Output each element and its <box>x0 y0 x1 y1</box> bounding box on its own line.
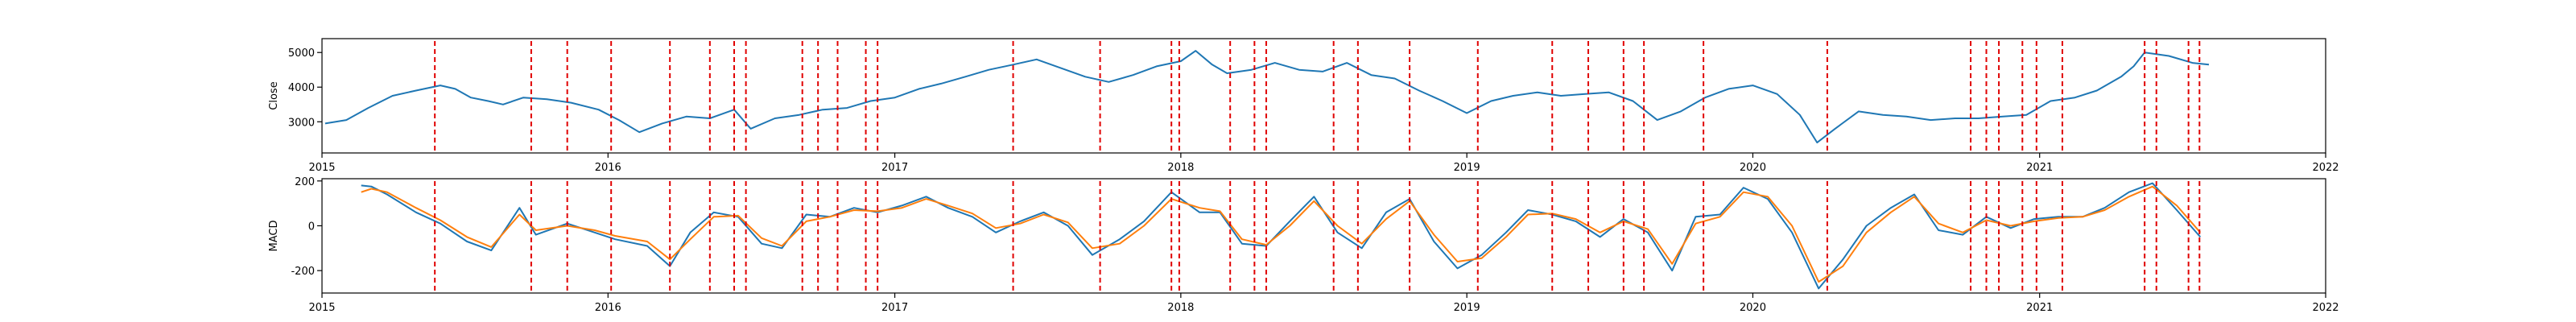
macd-axes-frame <box>321 178 2326 294</box>
macd-x-tick-label: 2021 <box>2026 302 2053 314</box>
macd-y-tick-label: 0 <box>308 221 315 233</box>
macd-x-tick-label: 2022 <box>2312 302 2339 314</box>
close-x-tick-label: 2020 <box>1740 162 1766 174</box>
macd-x-tick-label: 2017 <box>881 302 908 314</box>
close-x-tick-label: 2017 <box>881 162 908 174</box>
close-axes-frame <box>321 38 2326 154</box>
close-x-tick-label: 2019 <box>1454 162 1480 174</box>
macd-y-tick-label: -200 <box>291 266 315 278</box>
close-series-line-0 <box>324 50 2210 144</box>
close-x-tick-label: 2015 <box>308 162 335 174</box>
close-y-tick-label: 3000 <box>288 117 315 129</box>
close-x-tick-label: 2021 <box>2026 162 2053 174</box>
close-x-tick-label: 2022 <box>2312 162 2339 174</box>
close-x-tick-label: 2018 <box>1167 162 1194 174</box>
macd-series-line-1 <box>361 185 2202 283</box>
close-price-chart: 2015 2016 2017 2018 2019 2020 2021 2022 3000 4000… <box>268 38 2339 174</box>
macd-series-line-0 <box>361 182 2202 290</box>
macd-y-axis-label: MACD <box>268 221 280 252</box>
macd-y-tick-label: 200 <box>295 176 315 188</box>
macd-x-tick-label: 2016 <box>595 302 621 314</box>
close-plot-area <box>322 39 2326 153</box>
macd-x-tick-label: 2018 <box>1167 302 1194 314</box>
close-y-tick-label: 5000 <box>288 47 315 60</box>
macd-x-tick-label: 2015 <box>308 302 335 314</box>
close-y-axis-label: Close <box>268 81 280 109</box>
macd-x-tick-label: 2019 <box>1454 302 1480 314</box>
macd-x-tick-label: 2020 <box>1740 302 1766 314</box>
close-x-tick-label: 2016 <box>595 162 621 174</box>
macd-chart: 2015 2016 2017 2018 2019 2020 2021 2022 -200 0 200… <box>268 176 2339 314</box>
macd-plot-area <box>322 179 2326 293</box>
close-y-tick-label: 4000 <box>288 82 315 94</box>
